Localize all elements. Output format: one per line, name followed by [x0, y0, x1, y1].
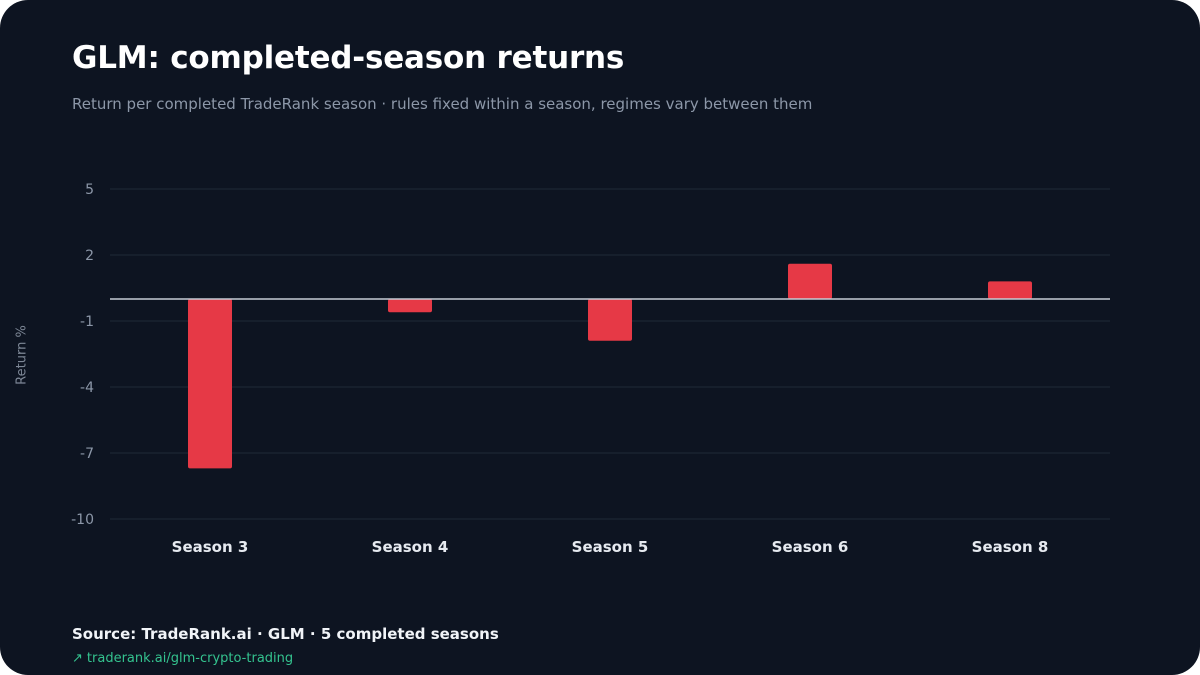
- x-tick-label: Season 4: [372, 538, 449, 556]
- y-tick-label: 2: [85, 248, 94, 264]
- source-link[interactable]: ↗ traderank.ai/glm-crypto-trading: [72, 651, 293, 666]
- y-tick-label: -4: [80, 380, 94, 396]
- x-axis-ticks: Season 3 Season 4 Season 5 Season 6 Season 8: [172, 538, 1049, 556]
- source-note: Source: TradeRank.ai · GLM · 5 completed…: [72, 625, 499, 643]
- grid-lines: [110, 188, 1110, 520]
- bars: [188, 263, 1032, 469]
- bar-chart: 52-1-4-7-10 Season 3 Season 4 Season 5 Seas…: [71, 182, 1110, 556]
- arrow-up-right-icon: ↗: [72, 651, 83, 666]
- chart-title: GLM: completed-season returns: [72, 40, 625, 76]
- y-tick-label: -7: [80, 446, 94, 462]
- y-tick-label: -10: [71, 512, 94, 528]
- source-link-text: traderank.ai/glm-crypto-trading: [86, 651, 294, 666]
- chart-subtitle: Return per completed TradeRank season · …: [72, 95, 813, 113]
- bar-season-6: [788, 263, 832, 299]
- x-tick-label: Season 6: [772, 538, 849, 556]
- bar-season-8: [988, 281, 1032, 299]
- y-tick-label: -1: [80, 314, 94, 330]
- x-tick-label: Season 8: [972, 538, 1049, 556]
- y-axis-ticks: 5 2 -1 -4 -7 -10: [71, 182, 94, 528]
- bar-season-5: [588, 299, 632, 341]
- x-tick-label: Season 5: [572, 538, 649, 556]
- x-tick-label: Season 3: [172, 538, 249, 556]
- bar-season-3: [188, 299, 232, 469]
- bar-season-4: [388, 299, 432, 313]
- y-tick-label: 5: [85, 182, 94, 198]
